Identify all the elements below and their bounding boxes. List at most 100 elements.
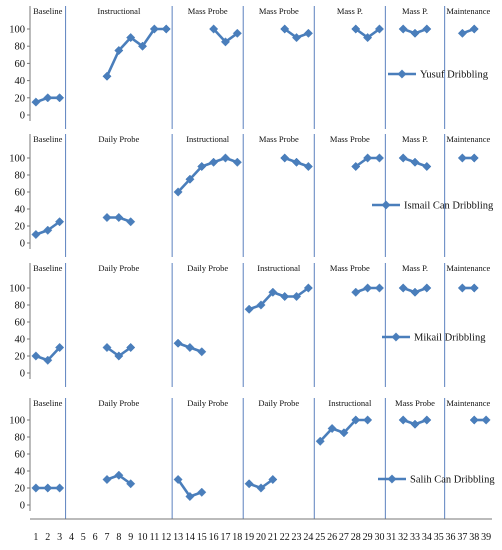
data-point [469, 153, 479, 163]
x-tick-label: 35 [434, 532, 444, 543]
data-point [398, 24, 408, 34]
data-point [197, 347, 207, 357]
data-point [126, 217, 136, 227]
x-tick-label: 3 [57, 532, 62, 543]
data-point [315, 436, 325, 446]
phase-label: Baseline [33, 263, 62, 273]
data-point [31, 351, 41, 361]
x-tick-label: 28 [351, 532, 361, 543]
data-point [291, 291, 302, 302]
legend: Yusuf Dribbling [388, 69, 489, 81]
data-point [173, 187, 183, 197]
y-tick-label: 60 [15, 59, 26, 70]
data-point [351, 415, 361, 425]
data-point [469, 24, 479, 34]
y-tick-label: 60 [15, 188, 26, 199]
x-tick-label: 24 [303, 532, 313, 543]
data-point [126, 33, 136, 43]
phase-label: Maintenance [446, 134, 490, 144]
data-point [280, 24, 290, 34]
x-tick-label: 2 [45, 532, 50, 543]
data-point [327, 423, 337, 434]
x-tick-label: 37 [457, 532, 467, 543]
x-tick-label: 12 [161, 532, 171, 543]
x-tick-label: 39 [481, 532, 491, 543]
x-tick-label: 23 [292, 532, 302, 543]
x-tick-label: 38 [469, 532, 479, 543]
phase-label: Daily Probe [258, 398, 299, 408]
phase-label: Mass P. [402, 6, 428, 16]
data-point [114, 351, 124, 361]
y-tick-label: 80 [15, 433, 26, 444]
data-point [374, 283, 385, 293]
data-point [185, 174, 195, 184]
data-point [481, 415, 491, 425]
data-point [31, 483, 41, 493]
legend-marker [381, 200, 391, 210]
data-point [43, 225, 53, 235]
data-point [422, 24, 432, 34]
data-point [185, 491, 195, 502]
x-axis: 1 2 3 4 5 6 7 8 9 10 11 12 13 14 15 16 17 18 19 20 21 22 23 24 2… [30, 518, 492, 543]
data-point [398, 415, 408, 425]
legend: Ismail Can Dribbling [372, 200, 494, 212]
phase-label: Maintenance [446, 6, 490, 16]
phase-label: Mass Probe [330, 263, 370, 273]
x-tick-label: 10 [138, 532, 148, 543]
y-tick-label: 0 [20, 111, 25, 122]
x-tick-label: 31 [386, 532, 396, 543]
data-point [303, 283, 313, 293]
data-point [280, 153, 290, 163]
data-point [363, 33, 373, 43]
data-point [291, 33, 302, 43]
data-point [339, 428, 349, 438]
phase-label: Mass Probe [188, 6, 228, 16]
data-point [291, 157, 302, 167]
phase-label: Mass P. [337, 6, 363, 16]
phase-label: Maintenance [446, 263, 490, 273]
data-point [398, 283, 408, 293]
phase-label: Maintenance [446, 398, 490, 408]
x-tick-label: 13 [173, 532, 183, 543]
phase-label: Mass Probe [330, 134, 370, 144]
x-tick-label: 32 [398, 532, 408, 543]
data-point [43, 355, 53, 365]
data-point [209, 24, 219, 34]
x-tick-label: 30 [374, 532, 384, 543]
x-tick-label: 14 [185, 532, 195, 543]
data-point [43, 93, 53, 103]
data-point [303, 28, 313, 38]
panel-2: 0 20 40 60 80 100 Baseline Daily Probe Instructi… [9, 134, 494, 257]
y-tick-label: 100 [9, 284, 25, 295]
data-point [374, 24, 385, 34]
phase-label: Instructional [257, 263, 301, 273]
y-tick-label: 20 [15, 93, 26, 104]
phase-label: Instructional [328, 398, 372, 408]
y-tick-label: 60 [15, 450, 26, 461]
y-tick-label: 40 [15, 335, 26, 346]
data-point [55, 342, 65, 353]
data-point [220, 37, 231, 47]
data-point [55, 217, 65, 227]
data-point [55, 93, 65, 103]
data-point [363, 153, 373, 163]
y-tick-label: 80 [15, 42, 26, 53]
data-point [351, 24, 361, 34]
data-point [469, 283, 479, 293]
x-tick-label: 1 [33, 532, 38, 543]
data-point [410, 287, 420, 297]
data-point [31, 97, 41, 107]
y-tick-label: 0 [20, 369, 25, 380]
data-point [410, 157, 420, 167]
legend-label: Salih Can Dribbling [410, 475, 495, 486]
data-point [268, 474, 278, 485]
data-point [149, 24, 159, 34]
x-tick-label: 17 [220, 532, 230, 543]
y-tick-label: 100 [9, 154, 25, 165]
phase-label: Baseline [33, 398, 62, 408]
phase-label: Daily Probe [98, 398, 139, 408]
data-point [102, 212, 112, 223]
data-point [173, 474, 183, 485]
data-point [374, 153, 385, 163]
x-tick-label: 25 [315, 532, 325, 543]
